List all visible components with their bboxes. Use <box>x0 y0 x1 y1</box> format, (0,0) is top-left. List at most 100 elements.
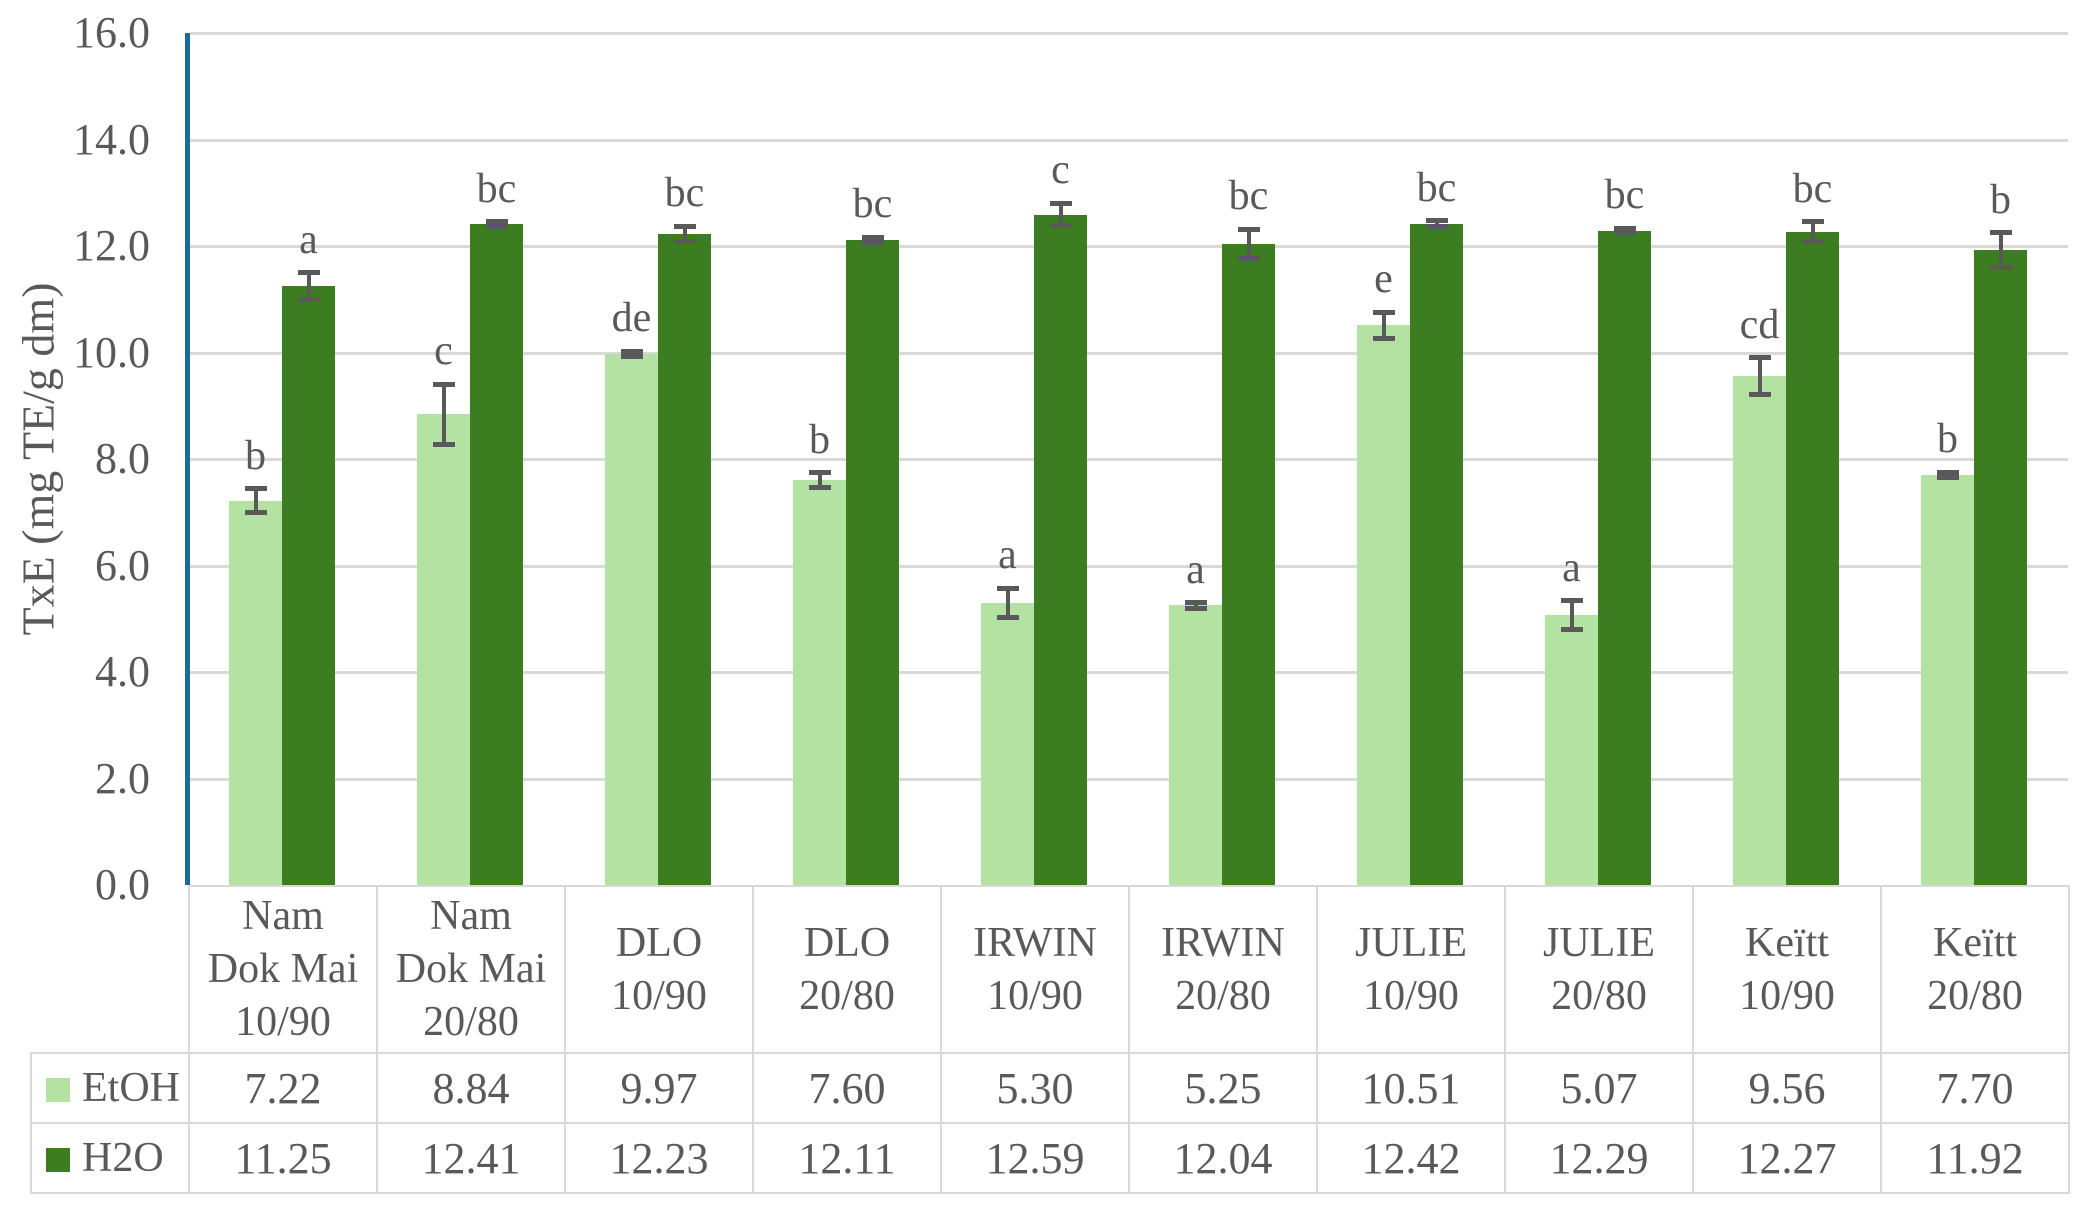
header-line: 10/90 <box>611 972 707 1019</box>
bar-h2o <box>1222 243 1275 885</box>
error-bar-cap-top <box>673 223 696 229</box>
bar-etoh <box>793 480 846 885</box>
category-header-cell: JULIE 10/90 <box>1316 885 1506 1054</box>
error-bar-cap-top <box>1936 469 1959 475</box>
gridline <box>190 32 2068 35</box>
value-cell: 5.25 <box>1128 1052 1318 1124</box>
header-line: 20/80 <box>1551 972 1647 1019</box>
error-bar-cap-top <box>1184 600 1207 606</box>
bar-h2o <box>658 233 711 885</box>
table-body: EtOH 7.22 8.84 9.97 7.60 5.30 5.25 10.51 5.07 9.5… <box>30 1052 2070 1194</box>
significance-letter: c <box>434 328 453 375</box>
y-tick-label: 2.0 <box>95 753 150 803</box>
gridline <box>190 351 2068 355</box>
y-tick-label: 8.0 <box>95 434 150 483</box>
header-line: Keïtt <box>1745 919 1829 966</box>
value-cell: 9.97 <box>564 1052 754 1124</box>
bar-etoh <box>605 354 658 885</box>
error-bar-cap-bottom <box>1748 391 1771 397</box>
significance-letter: a <box>1186 546 1205 593</box>
error-bar-cap-top <box>1049 200 1072 206</box>
error-bar-line <box>1569 600 1574 630</box>
category-header-cell: Keïtt 10/90 <box>1692 885 1882 1054</box>
bar-h2o <box>846 240 899 885</box>
header-line: 10/90 <box>1363 972 1459 1019</box>
error-bar-cap-bottom <box>1184 605 1207 611</box>
significance-letter: bc <box>1228 173 1269 220</box>
series-label-cell: EtOH <box>30 1052 190 1124</box>
error-bar-line <box>682 226 687 242</box>
series-label-cell: H2O <box>30 1122 190 1194</box>
error-bar-cap-top <box>244 486 267 492</box>
series-name-label: EtOH <box>82 1065 180 1111</box>
bar-h2o <box>1974 250 2027 885</box>
y-tick-label: 10.0 <box>73 327 150 377</box>
bar-etoh <box>1169 605 1222 885</box>
legend-swatch-etoh <box>46 1078 70 1102</box>
error-bar-line <box>1005 588 1010 618</box>
value-cell: 7.70 <box>1880 1052 2070 1124</box>
bar-etoh <box>1921 474 1974 885</box>
significance-letter: a <box>1562 544 1581 591</box>
value-cell: 7.22 <box>188 1052 378 1124</box>
error-bar-cap-top <box>808 470 831 476</box>
header-line: 20/80 <box>1927 972 2023 1019</box>
value-cell: 12.04 <box>1128 1122 1318 1194</box>
significance-letter: de <box>611 295 652 342</box>
series-row-h2o: H2O 11.25 12.41 12.23 12.11 12.59 12.04 12.42 12… <box>30 1122 2070 1194</box>
value-cell: 12.11 <box>752 1122 942 1194</box>
error-bar-cap-top <box>297 270 320 276</box>
error-bar-cap-top <box>1560 598 1583 604</box>
header-line: Dok Mai <box>207 946 359 992</box>
significance-letter: e <box>1374 256 1393 303</box>
category-header-cell: Nam Dok Mai 20/80 <box>376 885 566 1054</box>
error-bar-cap-top <box>996 585 1019 591</box>
error-bar-cap-top <box>432 381 455 387</box>
value-cell: 12.42 <box>1316 1122 1506 1194</box>
error-bar-cap-top <box>1425 218 1448 224</box>
error-bar-line <box>1998 232 2003 268</box>
header-line: IRWIN <box>1161 919 1285 966</box>
table-header: Nam Dok Mai 10/90 Nam Dok Mai 20/80 DLO 10/90 DL… <box>31 885 2070 1054</box>
header-line: 10/90 <box>1739 972 1835 1019</box>
error-bar-line <box>1757 357 1762 395</box>
category-header-cell: Nam Dok Mai 10/90 <box>188 885 378 1054</box>
value-cell: 12.59 <box>940 1122 1130 1194</box>
significance-letter: a <box>998 532 1017 579</box>
significance-letter: bc <box>852 181 893 228</box>
significance-letter: b <box>1937 416 1958 463</box>
corner-cell <box>31 886 189 1053</box>
error-bar-line <box>1945 472 1950 478</box>
significance-letter: a <box>299 216 318 263</box>
error-bar-cap-top <box>1237 226 1260 232</box>
header-line: 20/80 <box>1175 972 1271 1019</box>
gridline <box>190 777 2068 781</box>
error-bar-cap-top <box>620 348 643 354</box>
value-cell: 12.27 <box>1692 1122 1882 1194</box>
error-bar-cap-bottom <box>808 485 831 491</box>
value-cell: 11.25 <box>188 1122 378 1194</box>
bar-h2o <box>470 224 523 885</box>
header-line: Dok Mai <box>395 946 547 992</box>
bar-h2o <box>1410 223 1463 885</box>
value-cell: 5.30 <box>940 1052 1130 1124</box>
error-bar-line <box>1434 220 1439 227</box>
significance-letter: bc <box>664 170 705 217</box>
error-bar-line <box>253 488 258 513</box>
significance-letter: bc <box>476 165 517 212</box>
error-bar-cap-top <box>1989 230 2012 236</box>
header-line: Nam <box>430 893 512 939</box>
bar-h2o <box>282 285 335 885</box>
y-tick-label: 6.0 <box>95 540 150 590</box>
error-bar-cap-bottom <box>620 354 643 360</box>
value-cell: 11.92 <box>1880 1122 2070 1194</box>
header-line: 10/90 <box>235 999 331 1045</box>
series-row-etoh: EtOH 7.22 8.84 9.97 7.60 5.30 5.25 10.51 5.07 9.5… <box>30 1052 2070 1124</box>
header-line: IRWIN <box>973 919 1097 966</box>
error-bar-cap-bottom <box>1372 336 1395 342</box>
legend-swatch-h2o <box>46 1148 70 1172</box>
bar-etoh <box>981 602 1034 885</box>
header-line: JULIE <box>1355 919 1467 966</box>
category-header-cell: DLO 10/90 <box>564 885 754 1054</box>
